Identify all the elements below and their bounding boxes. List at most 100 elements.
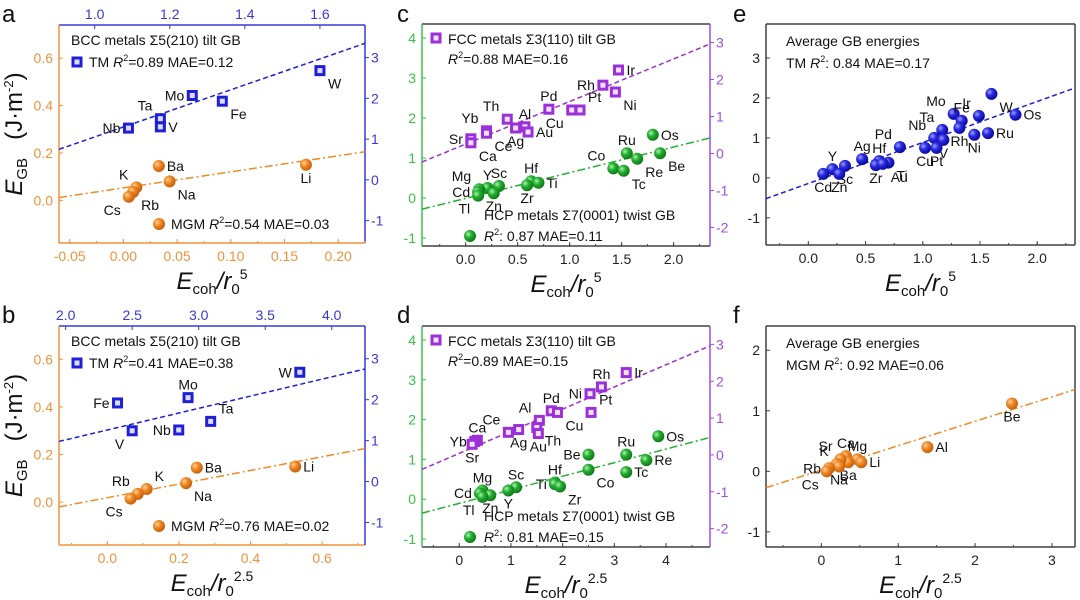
x-tick-label: 0.15 xyxy=(271,248,298,264)
data-point-ir-highlight xyxy=(623,370,629,376)
x-tick-label: 0.5 xyxy=(856,250,876,266)
y-tick-label: 3 xyxy=(408,372,416,388)
x-tick-label: 0.0 xyxy=(456,251,476,267)
x-axis-label: Ecoh/r05 xyxy=(885,268,956,300)
right-tick-label: 2 xyxy=(371,90,379,106)
legend-mgm-stats: MGM R2=0.54 MAE=0.03 xyxy=(171,215,330,232)
right-tick-label: -1 xyxy=(716,484,729,500)
right-tick-label: 1 xyxy=(716,410,724,426)
data-point-be xyxy=(654,147,667,160)
x-tick-label: -0.05 xyxy=(54,248,86,264)
point-label: Th xyxy=(483,98,499,114)
point-label: Ru xyxy=(617,434,635,450)
point-label: Ca xyxy=(468,419,486,435)
y-tick-label: 3 xyxy=(752,50,760,66)
x-label-r-sub: 0 xyxy=(940,283,948,300)
data-point-w-highlight xyxy=(297,369,303,375)
y-tick-label: 0 xyxy=(752,170,760,186)
data-point-th-highlight xyxy=(534,425,540,431)
x-label-r: /r xyxy=(923,270,941,297)
point-label: Os xyxy=(661,127,679,143)
point-label: Ag xyxy=(854,138,871,154)
y-tick-label: 4 xyxy=(408,332,416,348)
y-tick-label: 0 xyxy=(752,463,760,479)
data-point-ce-highlight xyxy=(483,130,489,136)
y-tick-label: -1 xyxy=(748,524,761,540)
x-label-sub: coh xyxy=(895,585,919,600)
y-tick-label: 0.4 xyxy=(34,98,54,114)
y-tick-label: -1 xyxy=(404,230,417,246)
data-point-ni-highlight xyxy=(612,89,618,95)
x-label-exponent: 2.5 xyxy=(588,570,608,586)
legend-hcp-title: HCP metals Σ7(0001) twist GB xyxy=(484,207,675,223)
x-tick-label: 0.2 xyxy=(169,550,189,566)
data-point-pd-highlight xyxy=(546,106,552,112)
x-label-e: E xyxy=(171,570,188,597)
y-tick-label: 1 xyxy=(752,130,760,146)
point-label: Zr xyxy=(520,190,534,206)
x-label-exponent: 2.5 xyxy=(942,570,962,586)
top-tick-label: 1.4 xyxy=(235,6,255,22)
x-tick-label: 2.0 xyxy=(664,251,684,267)
x-tick-label: 0 xyxy=(455,552,463,568)
x-tick-label: 4 xyxy=(662,552,670,568)
legend-title: BCC metals Σ5(210) tilt GB xyxy=(71,333,241,349)
fit-line-tm xyxy=(59,42,365,150)
x-label-r-sub: 0 xyxy=(934,585,942,600)
point-label: Cd xyxy=(814,179,832,195)
data-point-ag xyxy=(856,153,869,166)
data-point-tc xyxy=(617,164,630,177)
x-tick-label: 1.0 xyxy=(913,250,933,266)
legend-fcc-title: FCC metals Σ3(110) tilt GB xyxy=(448,333,616,349)
data-point-v xyxy=(937,133,950,146)
legend-tm-stats: TM R2=0.89 MAE=0.12 xyxy=(89,53,234,70)
legend-mgm-stats: MGM R2=0.76 MAE=0.02 xyxy=(171,517,330,534)
data-point-al xyxy=(921,441,934,454)
point-label: Y xyxy=(828,148,838,164)
point-label: Yb xyxy=(461,110,478,126)
point-label: Na xyxy=(830,471,848,487)
data-point-ta xyxy=(936,123,949,136)
x-label-r-sub: 0 xyxy=(585,284,593,301)
data-point-os xyxy=(652,430,665,443)
x-tick-label: 0.20 xyxy=(325,248,352,264)
point-label: W xyxy=(999,99,1013,115)
right-tick-label: -2 xyxy=(716,521,729,537)
point-label: Zr xyxy=(869,170,883,186)
data-point-rh-highlight xyxy=(600,82,606,88)
data-point-pd-highlight xyxy=(548,408,554,414)
x-axis-label: Ecoh/r05 xyxy=(530,269,601,301)
data-point-cs xyxy=(122,190,135,203)
point-label: Au xyxy=(891,169,908,185)
point-label: Nb xyxy=(908,117,926,133)
data-point-cu-highlight xyxy=(554,409,560,415)
panel-letter: e xyxy=(733,1,746,28)
data-point-mo-highlight xyxy=(189,92,195,98)
y-axis-label: EGB(J·m-2) xyxy=(1,374,31,497)
point-label: Ti xyxy=(546,175,557,191)
point-label: Yb xyxy=(450,433,467,449)
point-label: K xyxy=(819,443,829,459)
point-label: Ru xyxy=(996,125,1014,141)
point-label: Cu xyxy=(546,115,564,131)
legend-hcp-title: HCP metals Σ7(0001) twist GB xyxy=(484,508,675,524)
x-label-r: /r xyxy=(209,570,227,597)
data-point-ru xyxy=(982,127,995,140)
data-point-au-highlight xyxy=(535,431,541,437)
point-label: Cd xyxy=(454,485,472,501)
x-label-r-sub: 0 xyxy=(580,585,588,600)
y-axis-label: EGB(J·m-2) xyxy=(1,72,31,195)
x-label-r: /r xyxy=(563,572,581,599)
data-point-fe-highlight xyxy=(115,400,121,406)
data-point-co xyxy=(582,463,595,476)
point-label: Ni xyxy=(569,386,582,402)
point-label: Ti xyxy=(896,168,907,184)
data-point-ir xyxy=(972,109,985,122)
y-tick-label: 0.4 xyxy=(34,399,54,415)
y-tick-label: 0.2 xyxy=(34,447,54,463)
x-label-exponent: 2.5 xyxy=(234,568,254,584)
data-point-tc xyxy=(620,466,633,479)
x-label-exponent: 5 xyxy=(594,269,602,285)
data-point-ru xyxy=(620,448,633,461)
x-label-sub: coh xyxy=(901,283,925,300)
